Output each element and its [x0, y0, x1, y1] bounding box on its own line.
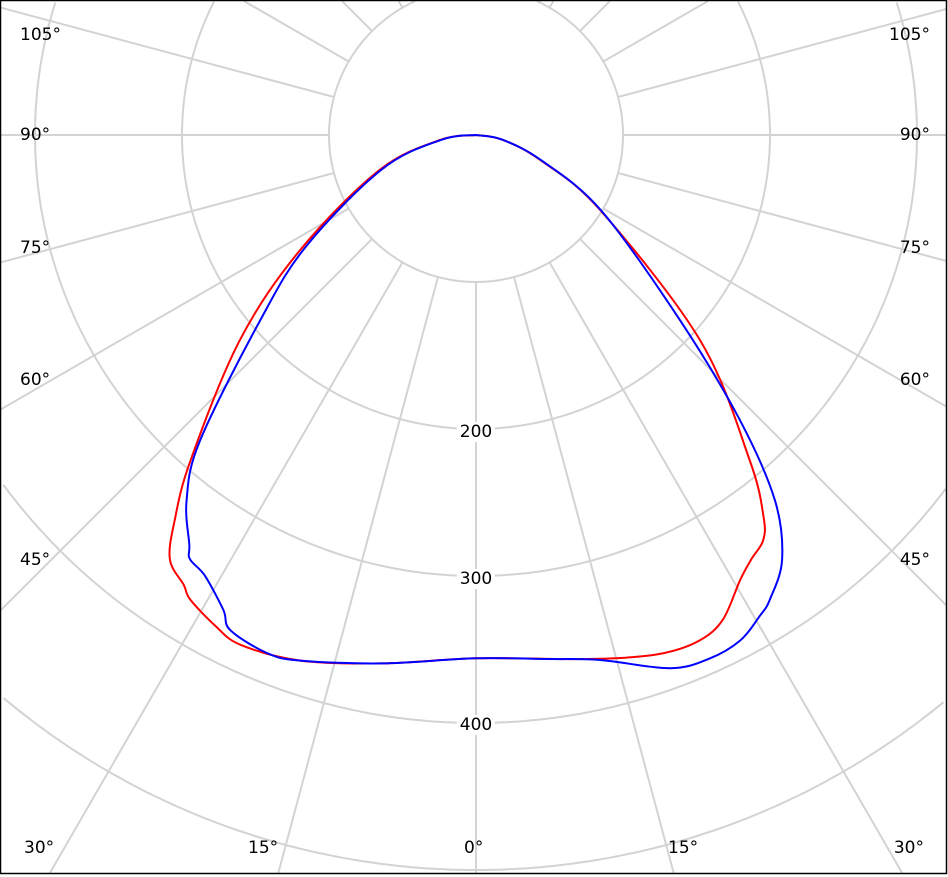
angle-label-bottom-15-right: 15°	[668, 838, 699, 858]
angle-label-left-60: 60°	[20, 370, 51, 390]
grid-radial-line-315	[0, 238, 373, 611]
series-curve-1	[185, 134, 784, 670]
grid-radial-line-210	[397, 0, 404, 9]
angle-label-left-105: 105°	[20, 25, 61, 45]
radial-label-400: 400	[456, 715, 496, 735]
angle-label-right-75: 75°	[899, 238, 930, 258]
grid-radial-line-15	[513, 276, 675, 874]
grid-circle-100	[328, 0, 624, 283]
grid-radial-line-225	[341, 0, 373, 32]
grid-circle-400	[2, 484, 947, 724]
grid-radial-line-150	[548, 0, 555, 9]
grid-radial-line-135	[579, 0, 611, 32]
grid-circle-200	[181, 1, 771, 430]
grid-radial-line-120	[602, 0, 709, 63]
grid-radial-line-285	[0, 172, 335, 264]
grid-radial-line-45	[579, 238, 947, 606]
grid-radial-line-75	[617, 172, 947, 262]
grid-circle-300	[34, 2, 918, 577]
radial-label-200: 200	[456, 422, 496, 442]
grid-radial-line-30	[548, 261, 903, 874]
angle-label-right-60: 60°	[899, 370, 930, 390]
angle-label-right-45: 45°	[899, 550, 930, 570]
angle-label-left-45: 45°	[20, 550, 51, 570]
angle-label-left-30: 30°	[24, 838, 55, 858]
grid-radial-line-240	[243, 0, 350, 63]
angle-label-right-30: 30°	[893, 838, 924, 858]
grid-radial-line-60	[602, 207, 947, 408]
angle-label-bottom-15-left: 15°	[248, 838, 279, 858]
grid-radial-line-105	[617, 8, 947, 98]
grid-radial-line-255	[0, 6, 335, 98]
angle-label-right-90: 90°	[899, 125, 930, 145]
radial-label-300: 300	[456, 569, 496, 589]
angle-label-bottom-0: 0°	[464, 838, 484, 858]
grid-radial-line-330	[49, 261, 404, 874]
grid-circle-500	[2, 697, 945, 871]
angle-label-left-90: 90°	[20, 125, 51, 145]
grid-radial-line-345	[277, 276, 439, 874]
grid-radial-line-300	[0, 207, 350, 411]
angle-label-right-105: 105°	[889, 25, 930, 45]
angle-label-left-75: 75°	[20, 238, 51, 258]
